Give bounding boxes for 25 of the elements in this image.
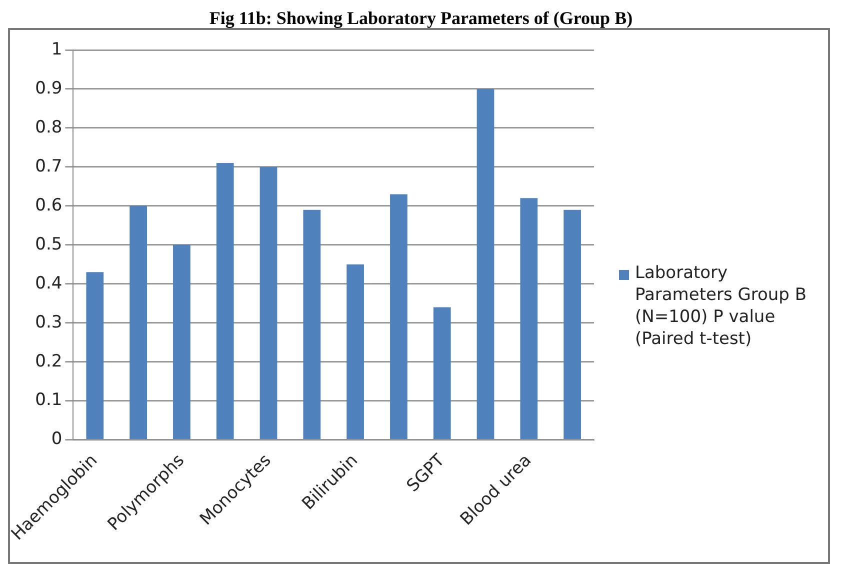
bar [303,210,321,440]
bar [476,88,494,440]
bar [260,166,278,440]
bar [433,307,451,440]
chart-title: Fig 11b: Showing Laboratory Parameters of (Group B) [208,8,634,28]
bar [346,264,364,440]
y-tick-label: 0.1 [35,390,62,410]
bar [390,194,408,440]
bar [86,272,104,440]
y-tick-label: 0.8 [35,117,62,138]
bar [173,244,190,440]
y-tick-label: 0.4 [35,273,62,294]
legend-label: Laboratory Parameters Group B (N=100) P value (Paired t-test) [635,262,807,349]
bar [216,163,234,440]
y-tick-label: 0.6 [35,195,62,216]
y-tick-label: 0.9 [35,78,62,98]
y-tick-label: 0.3 [35,312,62,332]
y-tick-label: 1 [51,39,62,60]
bar [130,206,147,440]
y-tick-label: 0.5 [35,234,62,254]
bar [564,210,581,440]
bar [520,198,538,440]
y-tick-label: 0 [51,429,62,450]
y-tick-label: 0.2 [35,351,62,372]
y-tick-label: 0.7 [35,156,62,176]
